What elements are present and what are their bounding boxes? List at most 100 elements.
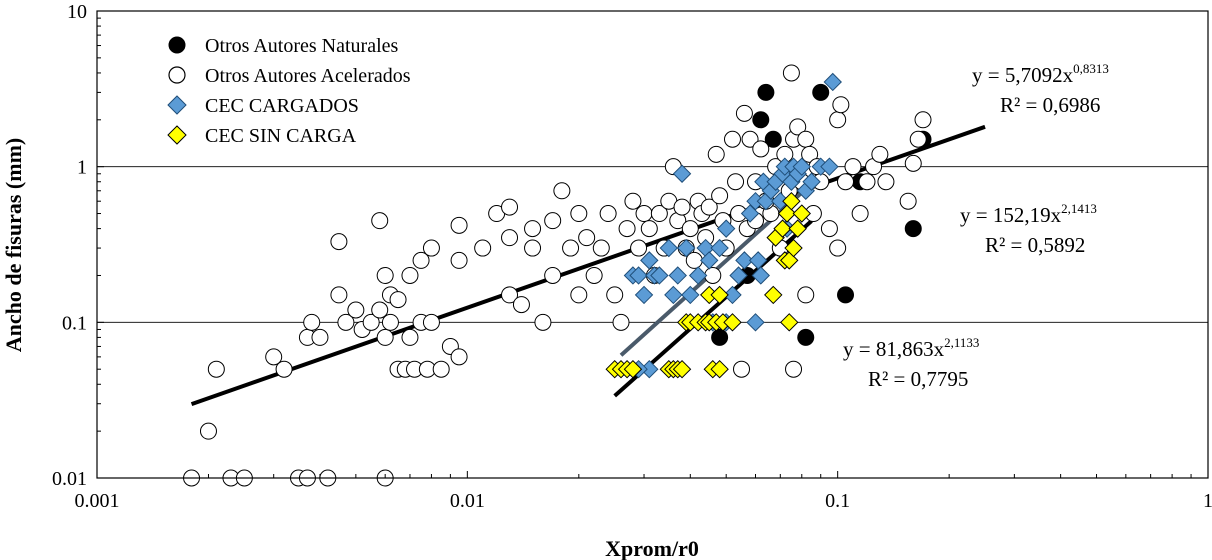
- point-s1-112: [829, 111, 847, 129]
- point-s1-13: [311, 328, 329, 346]
- trendline-1-equation: y = 5,7092x0,8313: [972, 61, 1109, 87]
- legend-marker-cargados: [167, 95, 187, 115]
- point-s1-58: [585, 266, 603, 284]
- point-s1-53: [553, 182, 571, 200]
- trendline-3-exponent: 2,1133: [944, 335, 979, 350]
- point-s0-9: [711, 328, 729, 346]
- point-s0-7: [837, 286, 855, 304]
- point-s1-24: [401, 328, 419, 346]
- point-s1-12: [303, 313, 321, 331]
- trendline-1-r2: R² = 0,6986: [1000, 93, 1100, 117]
- point-s2-19: [729, 266, 748, 285]
- point-s1-60: [599, 205, 617, 223]
- point-s1-18: [362, 313, 380, 331]
- point-s1-61: [606, 286, 624, 304]
- legend-label-naturales: Otros Autores Naturales: [205, 35, 399, 57]
- plot-frame: [96, 10, 1209, 479]
- point-s3-29: [792, 204, 811, 223]
- x-tick-label-0: 0.001: [75, 490, 120, 512]
- y-axis-title: Ancho de fisuras (mm): [1, 138, 26, 353]
- point-s1-37: [422, 239, 440, 257]
- point-s1-67: [640, 220, 658, 238]
- point-s1-46: [501, 198, 519, 216]
- point-s1-66: [635, 205, 653, 223]
- legend: Otros Autores Naturales Otros Autores Ac…: [167, 35, 411, 147]
- point-s1-111: [829, 239, 847, 257]
- point-s1-59: [592, 239, 610, 257]
- point-s2-40: [820, 157, 839, 176]
- point-s1-8: [207, 360, 225, 378]
- point-s1-40: [450, 251, 468, 269]
- point-s1-47: [512, 296, 530, 314]
- point-s1-121: [899, 192, 917, 210]
- y-tick-label-1: 0.1: [62, 312, 87, 334]
- point-s1-21: [381, 313, 399, 331]
- point-s2-7: [664, 285, 683, 305]
- point-s1-34: [389, 291, 407, 309]
- point-s1-48: [524, 239, 542, 257]
- point-s1-110: [820, 220, 838, 238]
- trendline-3-equation: y = 81,863x2,1133: [843, 335, 979, 361]
- point-s3-7: [672, 359, 692, 379]
- point-s2-21: [740, 204, 760, 223]
- series-3: [605, 191, 811, 379]
- point-s2-41: [823, 72, 842, 92]
- point-s3-22: [780, 251, 799, 270]
- y-tick-label-3: 10: [67, 1, 87, 23]
- point-s1-84: [711, 187, 729, 205]
- legend-marker-naturales: [168, 36, 186, 54]
- legend-label-acelerados: Otros Autores Acelerados: [205, 65, 411, 87]
- point-s1-56: [570, 205, 588, 223]
- point-s3-19: [710, 285, 729, 305]
- point-s2-9: [672, 164, 692, 183]
- point-s1-63: [618, 220, 636, 238]
- point-s1-35: [401, 266, 419, 284]
- point-s1-16: [347, 301, 365, 319]
- point-s0-3: [764, 130, 782, 148]
- point-s1-28: [422, 313, 440, 331]
- point-s1-42: [474, 239, 492, 257]
- point-s2-16: [710, 238, 729, 258]
- point-s1-30: [330, 233, 348, 251]
- x-axis-title: Xprom/r0: [605, 536, 699, 560]
- point-s0-2: [812, 83, 830, 101]
- point-s1-90: [735, 104, 753, 122]
- point-s1-125: [785, 360, 803, 378]
- point-s1-114: [837, 173, 855, 191]
- point-s1-119: [871, 145, 889, 163]
- point-s1-31: [371, 212, 389, 230]
- point-s1-74: [673, 198, 691, 216]
- point-s1-52: [544, 212, 562, 230]
- point-s3-17: [723, 313, 742, 332]
- point-s1-126: [733, 360, 751, 378]
- point-s3-3: [623, 359, 643, 379]
- trendline-2-exponent: 2,1413: [1061, 201, 1097, 216]
- point-s1-122: [904, 154, 922, 172]
- point-s1-116: [851, 205, 869, 223]
- point-s3-25: [773, 219, 792, 238]
- point-s1-36: [412, 251, 430, 269]
- point-s2-2: [634, 285, 654, 305]
- trendline-1-exponent: 0,8313: [1073, 61, 1109, 76]
- point-s0-1: [757, 83, 775, 101]
- point-s3-30: [780, 313, 799, 332]
- point-s1-94: [752, 140, 770, 158]
- point-s1-45: [501, 229, 519, 247]
- x-tick-label-1: 0.01: [450, 490, 485, 512]
- y-tick-label-0: 0.01: [52, 468, 87, 490]
- point-s1-127: [797, 286, 815, 304]
- point-s1-20: [376, 328, 394, 346]
- point-s1-76: [681, 220, 699, 238]
- point-s1-10: [275, 360, 293, 378]
- point-s1-65: [630, 239, 648, 257]
- point-s1-9: [265, 348, 283, 366]
- point-s1-117: [858, 173, 876, 191]
- data-points: [183, 64, 932, 487]
- point-s3-28: [788, 219, 807, 238]
- point-s1-81: [700, 198, 718, 216]
- point-s1-105: [797, 130, 815, 148]
- point-s1-7: [199, 422, 217, 440]
- point-s2-17: [716, 219, 736, 238]
- y-axis-ticks: 0.01 0.1 1 10: [52, 1, 104, 490]
